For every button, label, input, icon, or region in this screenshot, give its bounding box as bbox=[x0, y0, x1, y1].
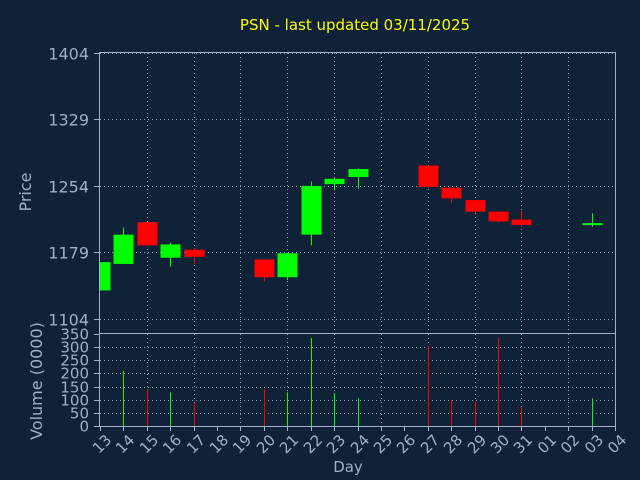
volume-tick-label: 50 bbox=[70, 405, 89, 423]
volume-panel-border bbox=[99, 333, 616, 427]
price-tick-label: 1104 bbox=[48, 311, 89, 330]
candle-body bbox=[418, 165, 439, 187]
volume-tick-label: 200 bbox=[60, 365, 89, 383]
candle-body bbox=[137, 222, 158, 246]
candle-body bbox=[324, 178, 345, 185]
candle-body bbox=[100, 262, 111, 291]
chart-title: PSN - last updated 03/11/2025 bbox=[240, 16, 470, 34]
volume-tick-label: 100 bbox=[60, 392, 89, 410]
volume-tick-label: 0 bbox=[79, 418, 89, 436]
volume-tick-label: 150 bbox=[60, 379, 89, 397]
candle-body bbox=[441, 187, 462, 199]
candle-body bbox=[488, 211, 509, 222]
candle-body bbox=[301, 185, 322, 235]
candle-body bbox=[184, 249, 205, 257]
candle-body bbox=[511, 219, 532, 225]
volume-tick-label: 250 bbox=[60, 352, 89, 370]
volume-axis-label: Volume (0000) bbox=[27, 322, 46, 440]
price-tick-label: 1254 bbox=[48, 178, 89, 197]
candle-body bbox=[277, 253, 298, 278]
candle-body bbox=[113, 234, 134, 264]
volume-bars bbox=[123, 337, 593, 426]
price-grid bbox=[100, 53, 615, 333]
x-axis-label: Day bbox=[333, 458, 363, 476]
candle-body bbox=[348, 169, 369, 178]
price-candles bbox=[100, 165, 603, 291]
candle-body bbox=[582, 223, 603, 226]
price-y-tick-labels: 1104 1179 1254 1329 1404 bbox=[48, 45, 99, 330]
price-tick-label: 1179 bbox=[48, 244, 89, 263]
candle-body bbox=[254, 259, 275, 278]
price-tick-label: 1329 bbox=[48, 111, 89, 130]
price-tick-label: 1404 bbox=[48, 45, 89, 64]
volume-tick-label: 350 bbox=[60, 326, 89, 344]
candle-body bbox=[160, 244, 181, 258]
candle-body bbox=[465, 200, 486, 212]
price-axis-label: Price bbox=[16, 172, 35, 211]
volume-tick-label: 300 bbox=[60, 339, 89, 357]
